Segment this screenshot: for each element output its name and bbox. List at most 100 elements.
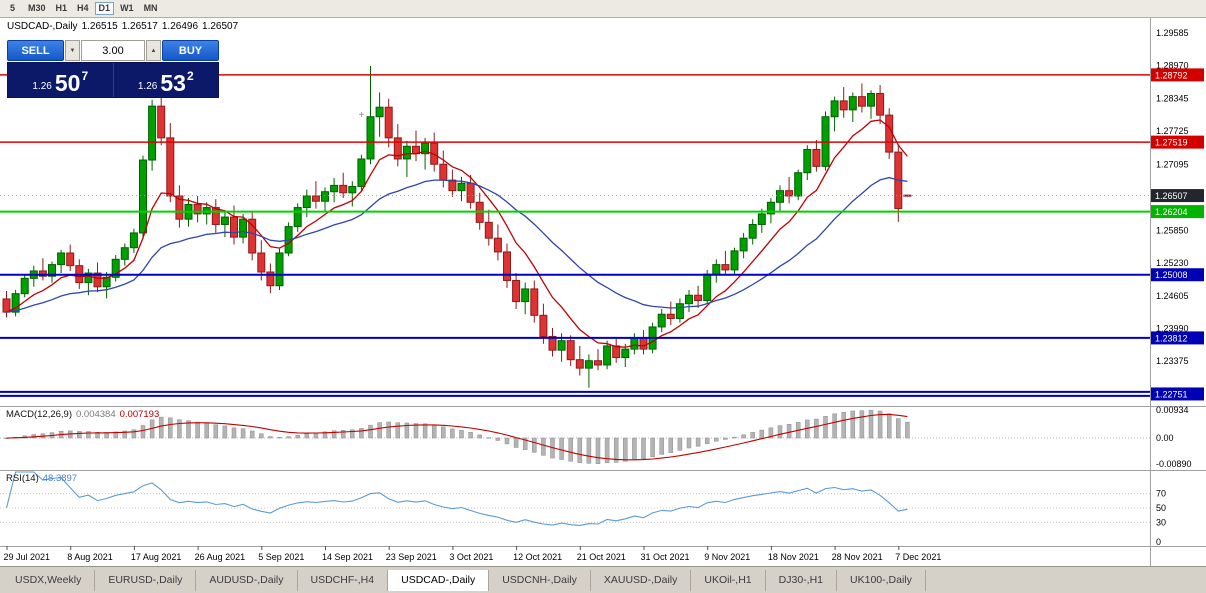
buy-button[interactable]: BUY <box>162 40 219 61</box>
rsi-line <box>5 471 908 526</box>
chart-tab-eurusd-daily[interactable]: EURUSD-,Daily <box>95 569 197 591</box>
svg-text:29 Jul 2021: 29 Jul 2021 <box>4 552 51 562</box>
macd-signal-value: 0.007193 <box>119 409 160 420</box>
svg-text:5 Sep 2021: 5 Sep 2021 <box>258 552 304 562</box>
svg-text:1.27095: 1.27095 <box>1156 160 1189 170</box>
bid-price-pip: 7 <box>81 69 89 83</box>
svg-text:23 Sep 2021: 23 Sep 2021 <box>386 552 437 562</box>
macd-signal-line <box>6 413 908 461</box>
svg-text:1.29585: 1.29585 <box>1156 28 1189 38</box>
ask-price-display[interactable]: 1.26 53 2 <box>114 63 219 97</box>
svg-text:0.00934: 0.00934 <box>1156 405 1189 415</box>
svg-text:1.25008: 1.25008 <box>1155 270 1188 280</box>
svg-text:1.25850: 1.25850 <box>1156 225 1189 235</box>
svg-text:0.00: 0.00 <box>1156 433 1174 443</box>
bid-price-display[interactable]: 1.26 50 7 <box>8 63 114 97</box>
chart-tabs-bar: USDX,Weekly EURUSD-,Daily AUDUSD-,Daily USD… <box>0 566 1206 593</box>
svg-text:0: 0 <box>1156 537 1161 547</box>
ask-price-pip: 2 <box>186 69 194 83</box>
svg-text:1.23990: 1.23990 <box>1156 324 1189 334</box>
rsi-value: 48.3897 <box>42 473 78 484</box>
svg-text:9 Nov 2021: 9 Nov 2021 <box>704 552 750 562</box>
rsi-title: RSI(14) <box>6 473 39 484</box>
chevron-up-icon: ▲ <box>150 47 157 54</box>
timeframe-button-H4[interactable]: H4 <box>73 2 93 15</box>
svg-text:1.28345: 1.28345 <box>1156 93 1189 103</box>
ohlc-open: 1.26515 <box>81 21 118 32</box>
svg-text:1.28792: 1.28792 <box>1155 70 1188 80</box>
macd-title: MACD(12,26,9) <box>6 409 72 420</box>
svg-text:1.24605: 1.24605 <box>1156 291 1189 301</box>
sell-button[interactable]: SELL <box>7 40 64 61</box>
candles <box>2 66 912 388</box>
bid-price-big: 50 <box>54 70 81 96</box>
timeframe-button-MN[interactable]: MN <box>140 2 162 15</box>
svg-text:26 Aug 2021: 26 Aug 2021 <box>195 552 246 562</box>
bid-price-prefix: 1.26 <box>32 81 52 92</box>
chart-tab-usdcad-daily[interactable]: USDCAD-,Daily <box>388 569 490 591</box>
chart-tab-dj30-h1[interactable]: DJ30-,H1 <box>765 569 838 591</box>
chart-ohlc-header: USDCAD-,Daily 1.26515 1.26517 1.26496 1.2650… <box>7 21 242 32</box>
svg-text:1.22751: 1.22751 <box>1155 389 1188 399</box>
chart-tab-ukoil-h1[interactable]: UKOil-,H1 <box>691 569 766 591</box>
svg-text:-0.00890: -0.00890 <box>1156 459 1192 469</box>
svg-text:1.27519: 1.27519 <box>1155 138 1188 148</box>
timeframe-button-D1[interactable]: D1 <box>94 2 115 15</box>
svg-text:+: + <box>358 110 364 121</box>
chart-tab-uk100-daily[interactable]: UK100-,Daily <box>837 569 926 591</box>
svg-text:1.23812: 1.23812 <box>1155 333 1188 343</box>
macd-indicator-label: MACD(12,26,9) 0.004384 0.007193 <box>6 409 159 420</box>
one-click-trading-panel: SELL ▼ ▲ BUY 1.26 50 7 1.26 53 2 <box>7 40 219 98</box>
ma-line-24 <box>6 176 908 313</box>
svg-text:12 Oct 2021: 12 Oct 2021 <box>513 552 562 562</box>
ask-price-prefix: 1.26 <box>137 81 158 92</box>
svg-text:1.27725: 1.27725 <box>1156 126 1189 136</box>
svg-text:1.23375: 1.23375 <box>1156 356 1189 366</box>
svg-text:1.28970: 1.28970 <box>1156 60 1189 70</box>
svg-text:31 Oct 2021: 31 Oct 2021 <box>641 552 690 562</box>
volume-input[interactable] <box>81 40 145 61</box>
ohlc-low: 1.26496 <box>161 21 199 32</box>
svg-text:7 Dec 2021: 7 Dec 2021 <box>895 552 941 562</box>
timeframe-button-5[interactable]: 5 <box>3 2 22 15</box>
svg-text:1.26204: 1.26204 <box>1155 207 1188 217</box>
symbol-period-label: USDCAD-,Daily <box>7 21 78 32</box>
svg-text:70: 70 <box>1156 489 1166 499</box>
svg-text:28 Nov 2021: 28 Nov 2021 <box>832 552 883 562</box>
svg-text:18 Nov 2021: 18 Nov 2021 <box>768 552 819 562</box>
svg-text:3 Oct 2021: 3 Oct 2021 <box>449 552 493 562</box>
time-axis: 29 Jul 2021 8 Aug 2021 17 Aug 2021 26 Aug 2… <box>4 546 941 562</box>
chart-tab-usdx-weekly[interactable]: USDX,Weekly <box>2 569 96 591</box>
timeframe-button-H1[interactable]: H1 <box>52 2 72 15</box>
svg-text:1.26507: 1.26507 <box>1155 191 1188 201</box>
ask-price-big: 53 <box>160 70 186 96</box>
chart-tab-audusd-daily[interactable]: AUDUSD-,Daily <box>196 569 298 591</box>
macd-value: 0.004384 <box>76 409 116 420</box>
svg-text:21 Oct 2021: 21 Oct 2021 <box>577 552 626 562</box>
ma-line-8 <box>6 119 908 348</box>
svg-text:30: 30 <box>1156 517 1166 527</box>
chart-tab-xauusd-daily[interactable]: XAUUSD-,Daily <box>590 569 692 591</box>
volume-decrease-button[interactable]: ▼ <box>65 40 80 61</box>
svg-text:17 Aug 2021: 17 Aug 2021 <box>131 552 182 562</box>
timeframe-button-W1[interactable]: W1 <box>116 2 138 15</box>
timeframe-toolbar: 5 M30 H1 H4 D1 W1 MN <box>0 0 1206 18</box>
bid-ask-display: 1.26 50 7 1.26 53 2 <box>7 62 219 98</box>
svg-text:50: 50 <box>1156 503 1166 513</box>
svg-text:8 Aug 2021: 8 Aug 2021 <box>67 552 113 562</box>
volume-increase-button[interactable]: ▲ <box>146 40 161 61</box>
ohlc-close: 1.26507 <box>202 21 239 32</box>
ohlc-high: 1.26517 <box>121 21 158 32</box>
svg-text:1.25230: 1.25230 <box>1156 258 1189 268</box>
chevron-down-icon: ▼ <box>69 47 76 54</box>
horizontal-level-lines[interactable] <box>0 74 1150 397</box>
svg-text:14 Sep 2021: 14 Sep 2021 <box>322 552 373 562</box>
chart-tab-usdcnh-daily[interactable]: USDCNH-,Daily <box>489 569 591 591</box>
rsi-indicator-label: RSI(14) 48.3897 <box>6 473 77 484</box>
price-axis-badges: 1.28792 1.27519 1.26507 1.26204 1.25008 1.238… <box>1151 68 1204 401</box>
chart-tab-usdchf-h4[interactable]: USDCHF-,H4 <box>297 569 389 591</box>
trade-controls-row: SELL ▼ ▲ BUY <box>7 40 219 61</box>
timeframe-button-M30[interactable]: M30 <box>24 2 50 15</box>
